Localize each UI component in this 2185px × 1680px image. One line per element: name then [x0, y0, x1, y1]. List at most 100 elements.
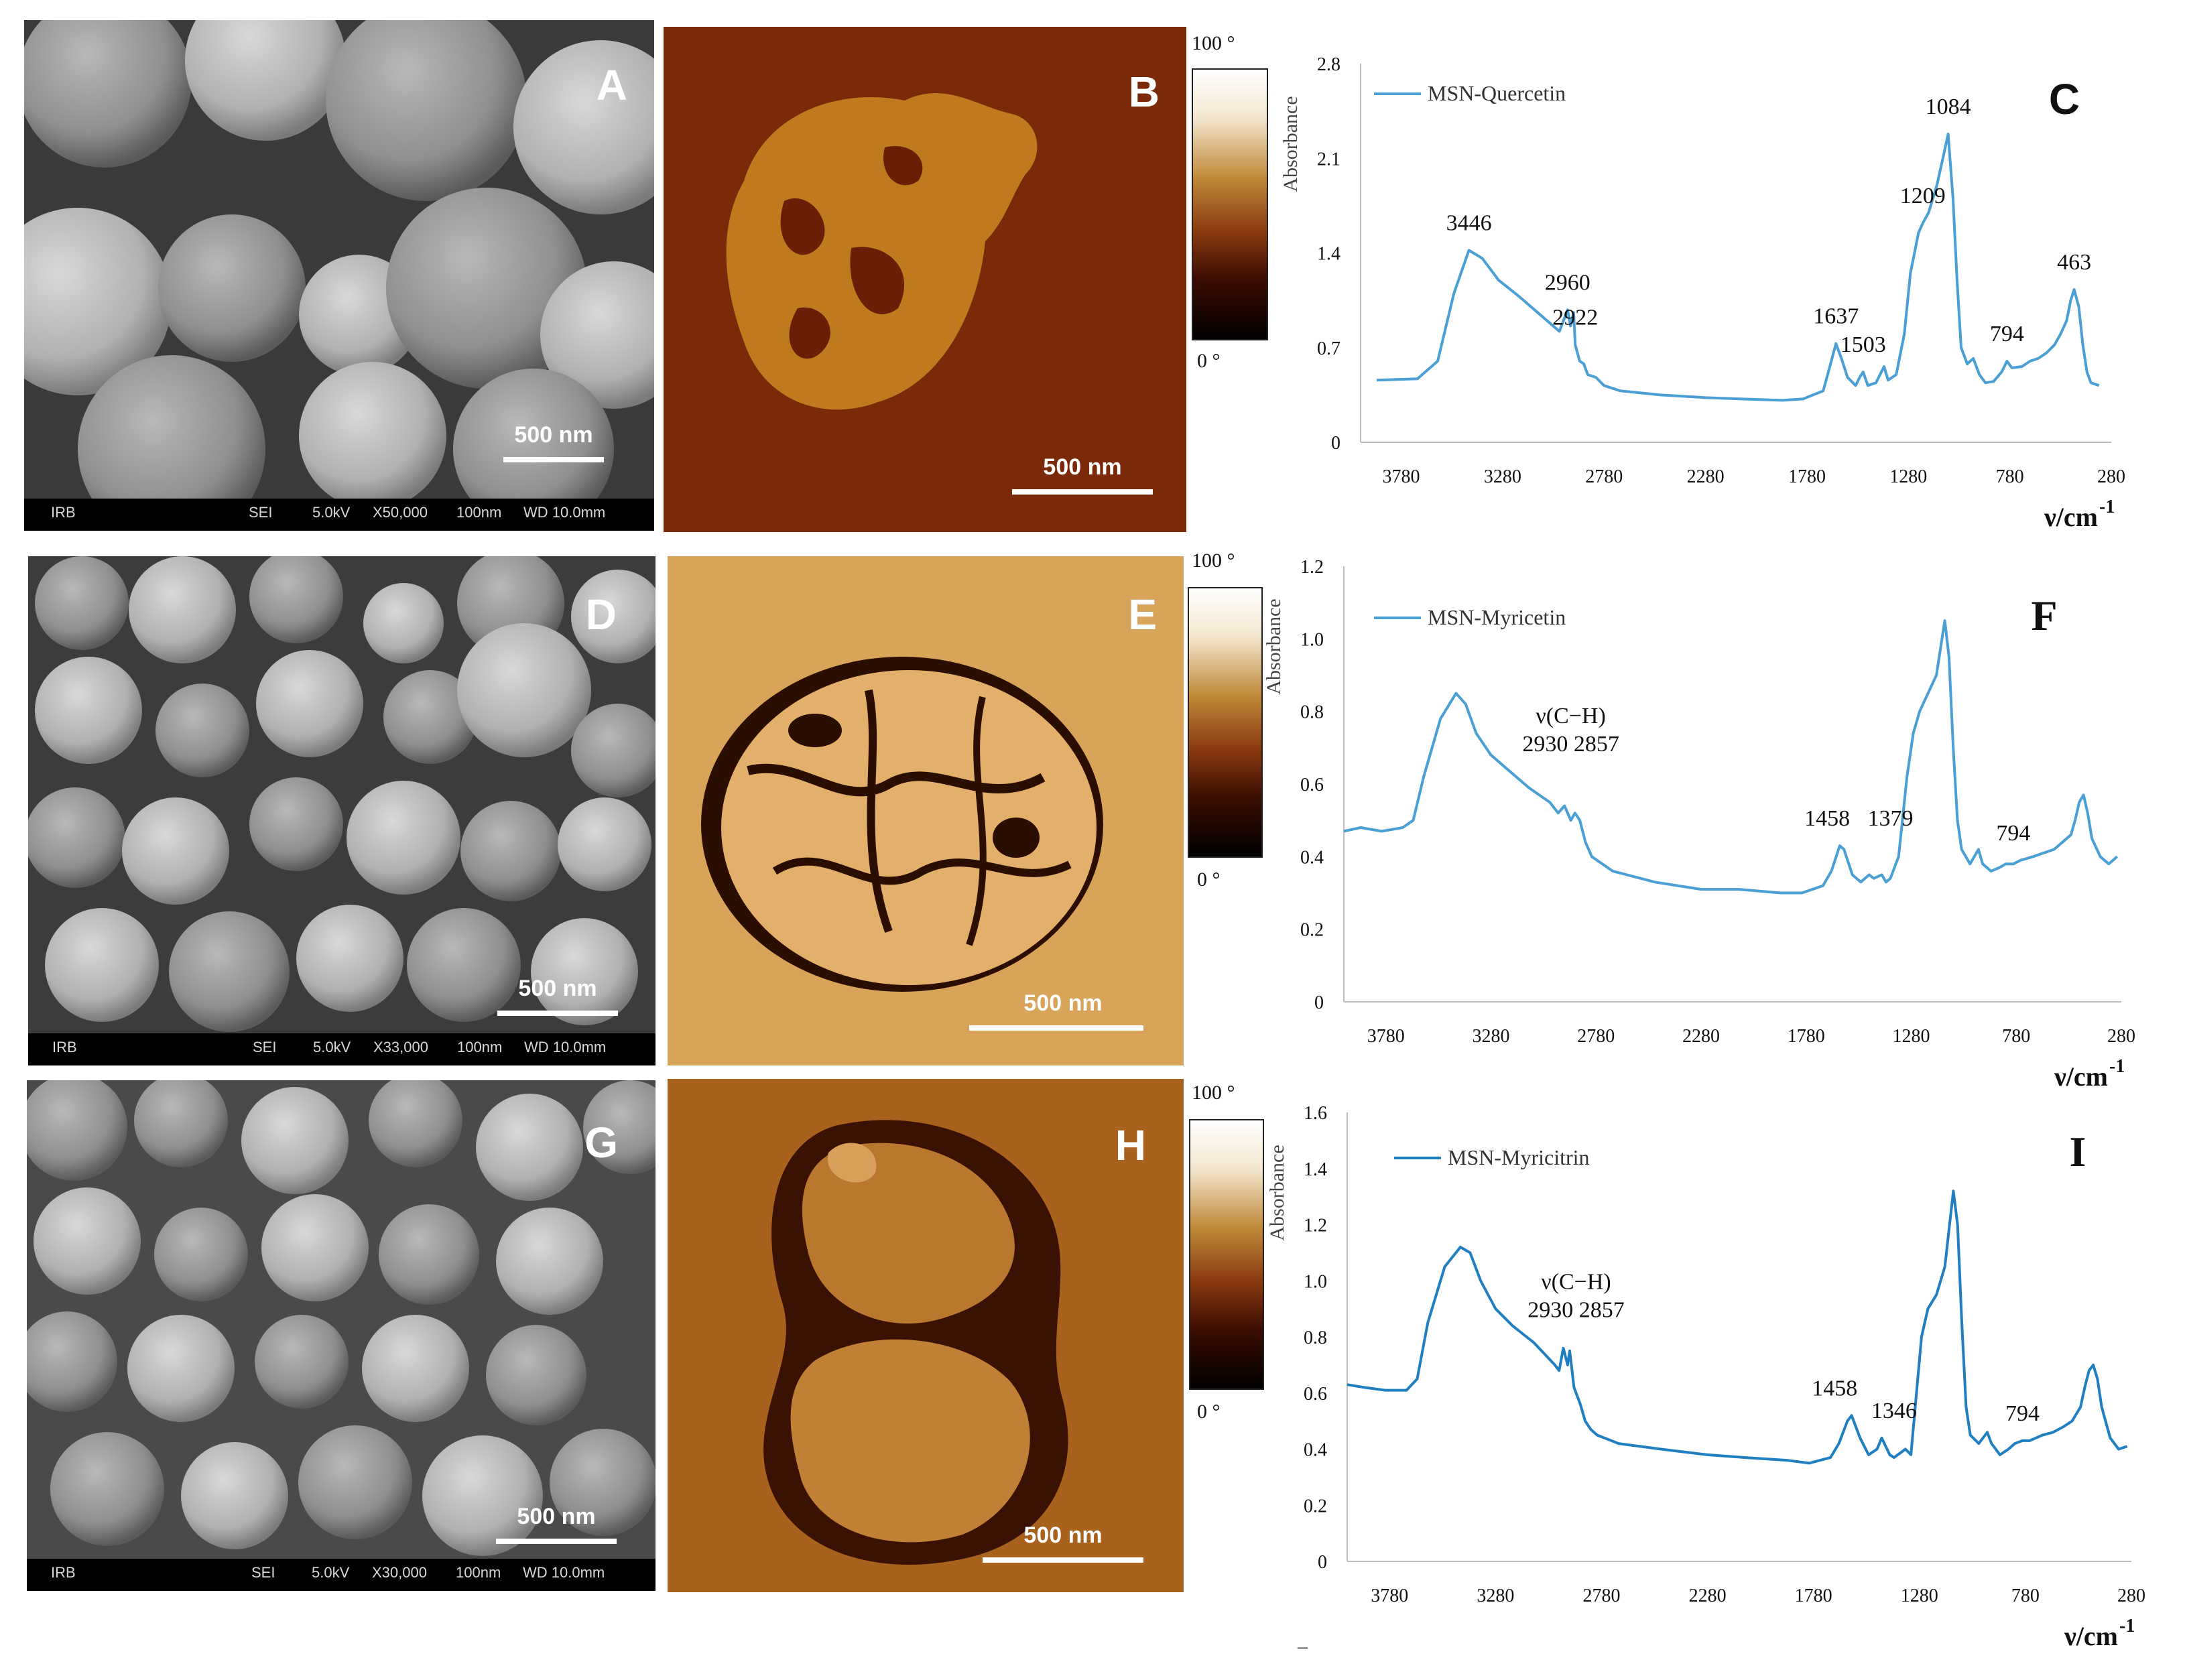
scale-bar — [983, 1557, 1143, 1563]
x-tick-label: 3280 — [1472, 1026, 1509, 1047]
peak-label: 794 — [2005, 1401, 2040, 1426]
peak-label: 2922 — [1552, 306, 1598, 330]
color-scale-min: 0 ° — [1197, 1401, 1221, 1423]
panel-letter-a: A — [596, 61, 627, 109]
sem-info-bar: IRB SEI 5.0kV X50,000 100nm WD 10.0mm — [24, 499, 654, 531]
x-axis-label-exponent: -1 — [2109, 1056, 2125, 1077]
peak-label: ν(C−H) — [1536, 704, 1605, 728]
panel-letter-d: D — [585, 590, 617, 639]
y-tick-label: 1.4 — [1317, 244, 1340, 265]
y-tick-label: 0.7 — [1317, 338, 1340, 359]
sem-particles-g — [27, 1080, 656, 1556]
sem-bar-label: 100nm — [456, 1564, 501, 1581]
x-axis-label: ν/cm — [2064, 1621, 2118, 1651]
y-tick-label: 0.6 — [1304, 1384, 1327, 1405]
afm-image-h: H 500 nm — [668, 1079, 1184, 1592]
sem-wd: WD 10.0mm — [524, 1039, 607, 1055]
ir-spectrum-i: 0 0.2 0.4 0.6 0.8 1.0 1.2 1.4 1.6 3780 3280 2780 228… — [1260, 1086, 2172, 1662]
panel-letter: F — [2031, 592, 2057, 639]
scale-label: 500 nm — [1043, 454, 1122, 480]
chart-svg: 0 0.2 0.4 0.6 0.8 1.0 1.2 1.4 1.6 3780 3280 2780 228… — [1266, 1103, 2145, 1651]
panel-letter-e: E — [1128, 590, 1157, 639]
x-axis-label: ν/cm — [2054, 1061, 2108, 1092]
peak-label: 2960 — [1545, 270, 1590, 295]
x-tick-label: 1780 — [1795, 1586, 1832, 1606]
peak-label: 1458 — [1812, 1376, 1857, 1401]
sem-kv: 5.0kV — [313, 1039, 351, 1055]
peak-label: 1209 — [1900, 184, 1946, 208]
sem-info-bar: IRB SEI 5.0kV X33,000 100nm WD 10.0mm — [28, 1033, 656, 1065]
color-scale-max: 100 ° — [1192, 550, 1235, 572]
x-tick-label: 1780 — [1788, 1026, 1825, 1047]
sem-lab: IRB — [51, 1564, 76, 1581]
sem-mag: X50,000 — [373, 504, 428, 521]
color-scale-h — [1189, 1119, 1264, 1390]
spectrum-line — [1347, 1189, 2128, 1465]
y-tick-label: 0.2 — [1300, 920, 1324, 941]
y-tick-label: 1.2 — [1304, 1216, 1327, 1236]
ir-spectrum-f: 0 0.2 0.4 0.6 0.8 1.0 1.2 3780 3280 2780 2280 1780 1… — [1260, 550, 2172, 1099]
y-axis-label: Absorbance — [1279, 96, 1302, 192]
y-tick-label: 0 — [1331, 433, 1340, 454]
scale-label: 500 nm — [517, 1504, 596, 1529]
x-tick-label: 3280 — [1484, 466, 1521, 487]
sem-image-a: A 500 nm IRB SEI 5.0kV X50,000 100nm WD … — [24, 20, 654, 531]
x-tick-label: 280 — [2107, 1026, 2135, 1047]
color-scale-max: 100 ° — [1192, 1082, 1235, 1104]
panel-letter: I — [2070, 1128, 2086, 1175]
scale-bar — [496, 1539, 617, 1544]
sem-image-g: G 500 nm IRB SEI 5.0kV X30,000 100nm WD … — [27, 1080, 656, 1591]
y-tick-label: 0.8 — [1300, 702, 1324, 723]
y-tick-label: 0.4 — [1304, 1440, 1327, 1461]
scale-bar — [969, 1025, 1143, 1031]
peak-label: 1379 — [1867, 806, 1913, 831]
peak-label: 794 — [1996, 821, 2030, 846]
x-axis-label: ν/cm — [2044, 502, 2098, 532]
peak-label: 1346 — [1871, 1399, 1917, 1423]
sem-bar-label: 100nm — [456, 504, 502, 521]
sem-lab: IRB — [52, 1039, 77, 1055]
x-tick-label: 2280 — [1687, 466, 1725, 487]
sem-mode: SEI — [249, 504, 273, 521]
sem-kv: 5.0kV — [312, 1564, 350, 1581]
afm-image-e: E 500 nm — [668, 556, 1184, 1065]
sem-particles-a — [24, 20, 654, 531]
footer-mark: – — [1298, 1635, 1308, 1657]
color-scale-b — [1192, 68, 1268, 340]
afm-particle-b — [726, 93, 1038, 410]
sem-bar-label: 100nm — [457, 1039, 503, 1055]
y-tick-label: 1.6 — [1304, 1103, 1327, 1124]
x-tick-label: 1280 — [1889, 466, 1927, 487]
y-tick-label: 1.2 — [1300, 557, 1324, 578]
panel-letter-b: B — [1128, 68, 1160, 116]
y-tick-label: 1.0 — [1304, 1271, 1327, 1292]
peak-label: 1458 — [1804, 806, 1850, 831]
peak-label: ν(C−H) — [1541, 1269, 1611, 1294]
panel-letter-h: H — [1115, 1121, 1146, 1169]
x-axis-label-exponent: -1 — [2099, 497, 2115, 517]
spectrum-line — [1343, 619, 2119, 895]
scale-label: 500 nm — [1023, 1523, 1103, 1548]
sem-mag: X30,000 — [372, 1564, 427, 1581]
sem-mode: SEI — [253, 1039, 277, 1055]
x-axis-label-exponent: -1 — [2119, 1616, 2135, 1636]
legend-label: MSN-Myricitrin — [1448, 1145, 1590, 1169]
afm-particle-h — [763, 1120, 1068, 1565]
sem-image-d: D 500 nm IRB SEI 5.0kV X33,000 100nm WD … — [28, 556, 656, 1065]
ir-spectrum-c: 0 0.7 1.4 2.1 2.8 3780 3280 2780 2280 1780 1280 780… — [1260, 40, 2172, 536]
y-tick-label: 2.8 — [1317, 54, 1340, 75]
afm-particle-e — [701, 657, 1103, 992]
peak-label: 463 — [2057, 250, 2091, 275]
sem-wd: WD 10.0mm — [523, 504, 606, 521]
y-axis-label: Absorbance — [1263, 598, 1285, 694]
peak-label: 1637 — [1813, 304, 1859, 329]
afm-image-b: B 500 nm — [664, 27, 1186, 532]
scale-label: 500 nm — [514, 422, 593, 448]
panel-letter: C — [2049, 75, 2080, 123]
scale-bar — [503, 457, 604, 462]
legend-label: MSN-Myricetin — [1428, 605, 1566, 629]
x-tick-label: 3280 — [1477, 1586, 1514, 1606]
x-tick-label: 2280 — [1689, 1586, 1727, 1606]
y-tick-label: 1.0 — [1300, 629, 1324, 650]
sem-kv: 5.0kV — [312, 504, 351, 521]
